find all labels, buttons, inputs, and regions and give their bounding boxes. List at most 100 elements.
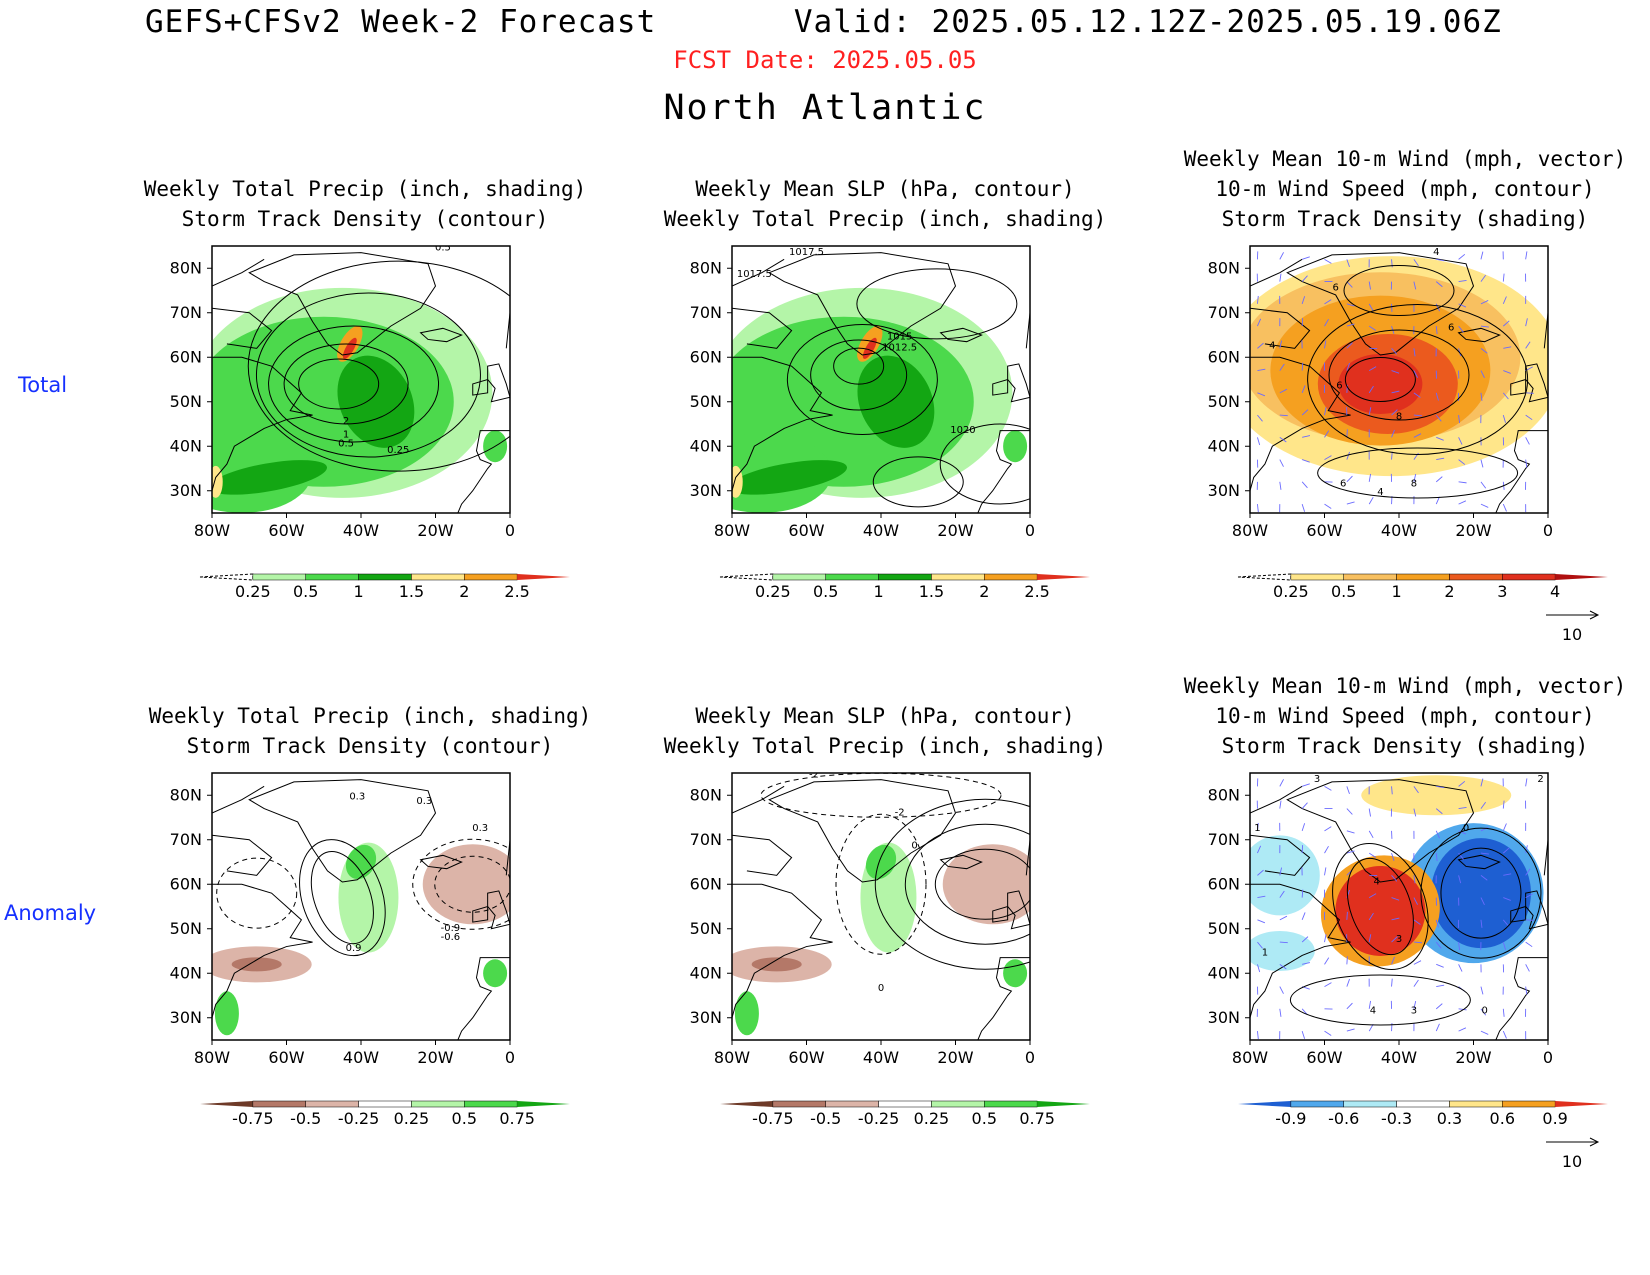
contour-label: 8: [1396, 412, 1402, 423]
anomaly-contour: [299, 839, 386, 957]
contour-label: 1017.5: [789, 247, 824, 258]
lon-label: 80W: [714, 1048, 750, 1067]
lon-label: 0: [505, 521, 515, 540]
colorbar-swatch: [825, 1100, 879, 1108]
wind-vector: [1502, 1030, 1507, 1039]
contour-label: 4: [1433, 247, 1439, 258]
vector-reference-label: 10: [1562, 625, 1582, 644]
wind-vector: [1346, 911, 1348, 920]
wind-vector: [1368, 852, 1377, 858]
colorbar-label: 0.25: [755, 582, 791, 601]
anomaly-contour-negative: [216, 857, 298, 929]
map-anomaly-precip: 0.3 0.3 0.3 -0.9-0.6 0.9 80N 70N 60N 50N 40N 30N 80…: [170, 772, 515, 1067]
lon-label: 60W: [1306, 521, 1342, 540]
contour-label: 0.3: [416, 796, 432, 807]
colorbar-swatch: [252, 573, 306, 581]
wind-vector: [1480, 481, 1487, 489]
wind-anomaly-contour: [1332, 843, 1429, 970]
wind-vector: [1301, 823, 1306, 831]
contour-label: 1015: [887, 331, 912, 342]
anomaly-shade-mid-green: [1003, 959, 1028, 988]
slp-contour: [856, 268, 1018, 340]
wind-vector: [1391, 370, 1400, 374]
wind-vector: [1435, 414, 1442, 422]
contour-label: 0.3: [472, 823, 488, 834]
map-anomaly-slp: -2 -2 0 0 80N 70N 60N 50N 40N 30N 80W 60W 40W 20W 0: [690, 772, 1035, 1067]
wind-vector: [1368, 473, 1372, 482]
wind-vector: [1525, 414, 1533, 421]
wind-vector: [1480, 347, 1488, 354]
vector-reference-label: 10: [1562, 1152, 1582, 1171]
colorbar-label: 2: [459, 582, 469, 601]
colorbar-swatch: [1502, 1100, 1556, 1108]
wind-vector: [1302, 783, 1310, 787]
precip-shade-dark: [212, 460, 328, 495]
wind-vector: [1257, 504, 1259, 513]
colorbar-label: 0.75: [1019, 1109, 1055, 1128]
wind-vector: [1435, 941, 1442, 949]
contour-label: 3: [1314, 774, 1320, 785]
iberia-africa-coast: [457, 430, 510, 513]
contour-label: 0.9: [346, 943, 362, 954]
lat-label: 80N: [170, 785, 202, 804]
wind-vector: [1257, 392, 1266, 397]
wind-vector: [1480, 325, 1489, 328]
wind-vector: [1302, 459, 1310, 463]
colorbar-label: 0.3: [1437, 1109, 1462, 1128]
wind-vector: [1458, 415, 1461, 424]
wind-vector: [1458, 303, 1467, 308]
wind-vector: [1279, 867, 1283, 876]
wind-vector: [1302, 256, 1310, 260]
colorbar-label: 2: [979, 582, 989, 601]
wind-vector: [1435, 496, 1440, 505]
anomaly-shade-mid-green: [734, 991, 759, 1036]
colorbar-label: 0.25: [394, 1109, 430, 1128]
wind-vector: [1346, 259, 1350, 268]
colorbar-total-slp: 0.25 0.5 1 1.5 2 2.5: [719, 573, 1090, 601]
iberia-africa-coast: [1495, 430, 1548, 513]
contour-label: 1020: [950, 425, 975, 436]
colorbar-swatch: [984, 573, 1038, 581]
colorbar-label: -0.9: [1275, 1109, 1306, 1128]
lat-label: 80N: [690, 785, 722, 804]
wind-vector: [1391, 786, 1393, 795]
contour-label: 0.3: [349, 792, 365, 803]
wind-vector: [1480, 1030, 1489, 1035]
wind-vector: [1413, 786, 1419, 794]
contour-label: 2: [1537, 774, 1543, 785]
wind-vector: [1346, 1002, 1353, 1010]
contour-label: 1: [1254, 823, 1260, 834]
anomaly-shade-yellow: [1361, 775, 1512, 816]
wind-vector: [1435, 281, 1443, 288]
colorbar-label: -0.6: [1328, 1109, 1359, 1128]
wind-vector: [1368, 407, 1372, 416]
colorbar-label: 0.5: [972, 1109, 997, 1128]
contour-label: -0.6: [441, 932, 461, 943]
wind-vector: [1525, 919, 1534, 921]
lat-label: 40N: [1208, 436, 1240, 455]
wind-vector: [1391, 348, 1398, 355]
lon-label: 80W: [1232, 521, 1268, 540]
lat-label: 40N: [170, 436, 202, 455]
colorbar-swatch: [1343, 573, 1397, 581]
iceland-coast: [419, 327, 463, 343]
wind-vector: [1391, 875, 1398, 882]
colorbar-swatch: [1343, 1100, 1397, 1108]
colorbar-label: 0.6: [1490, 1109, 1515, 1128]
wind-vector: [1502, 296, 1507, 305]
wind-vector: [1368, 366, 1377, 371]
colorbar-cap: [200, 1101, 253, 1107]
wind-vector: [1480, 919, 1483, 928]
colorbar-label: 2.5: [504, 582, 529, 601]
wind-vector: [1301, 296, 1306, 304]
anomaly-shade-dark-blue: [1430, 838, 1531, 949]
colorbar-cap: [1237, 573, 1292, 581]
slp-contour: [939, 423, 1030, 505]
storm-contour: [283, 343, 409, 425]
lat-label: 60N: [170, 874, 202, 893]
colorbar-swatch: [358, 573, 412, 581]
wind-vector: [1458, 325, 1464, 333]
lon-label: 80W: [194, 521, 230, 540]
wind-vector: [1368, 303, 1374, 312]
colorbar-label: 1: [1391, 582, 1401, 601]
